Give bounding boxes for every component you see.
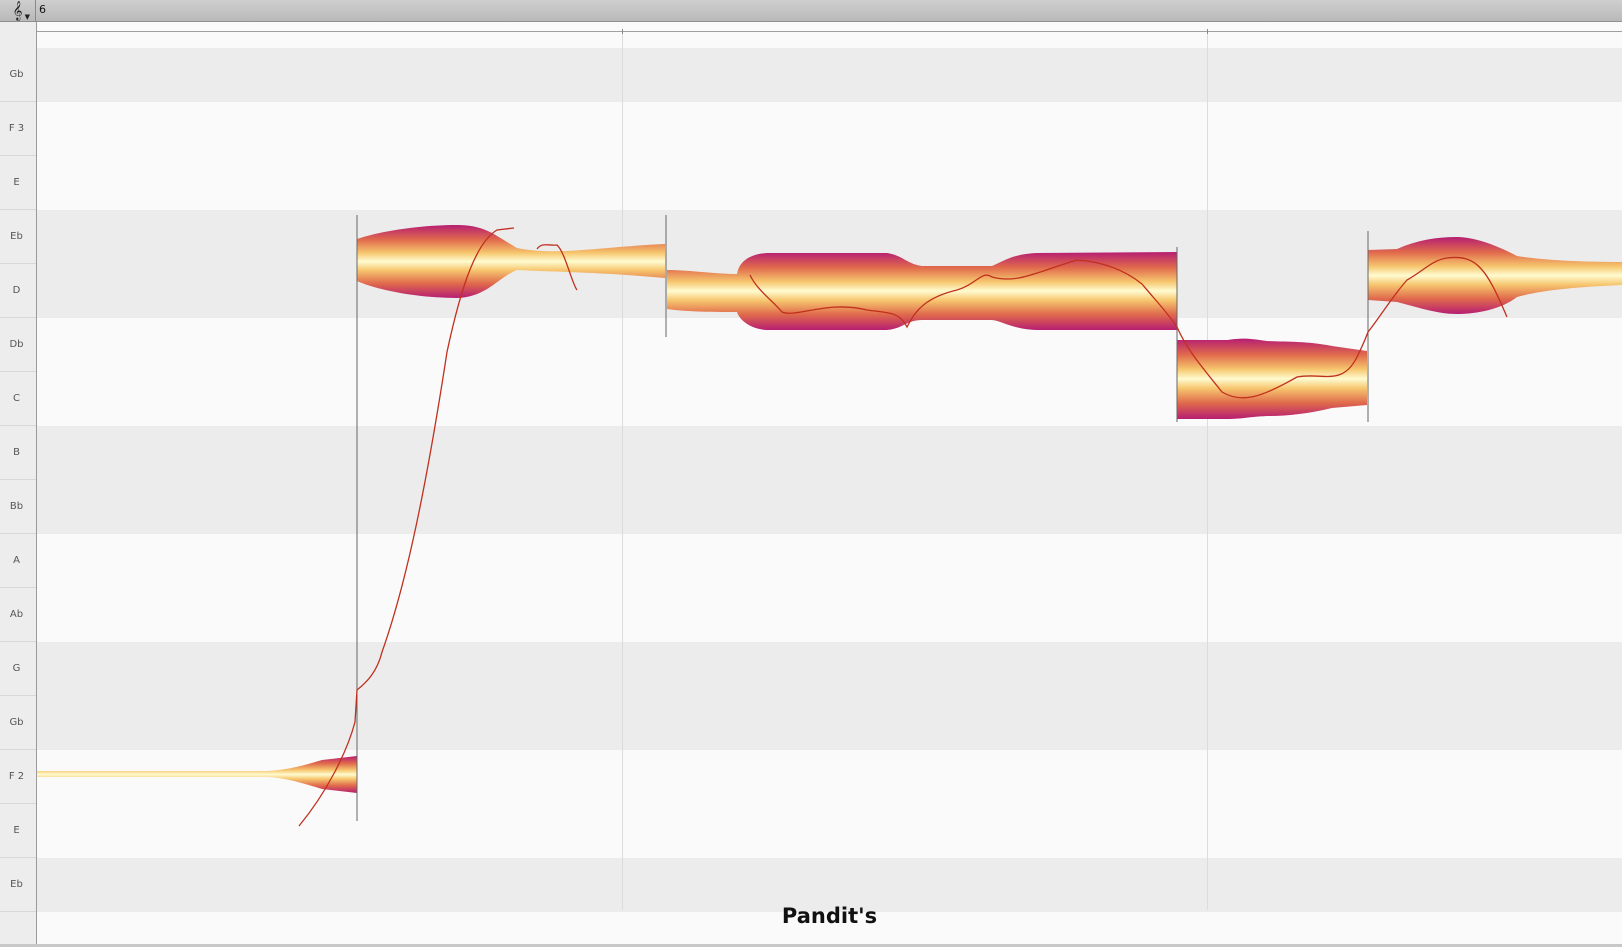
pitch-label: Db [9, 339, 24, 350]
pitch-ruler-key[interactable]: F 3 [0, 102, 36, 156]
pitch-ruler-key[interactable]: G [0, 642, 36, 696]
bottom-scroll-edge [0, 944, 1622, 947]
top-ruler-bar: 𝄞 ▼ 6 [0, 0, 1622, 22]
pitch-label: F 3 [8, 123, 25, 134]
pitch-ruler-key[interactable]: E [0, 156, 36, 210]
note-blob[interactable] [1177, 338, 1367, 419]
pitch-label: F 2 [8, 771, 25, 782]
bar-line [622, 30, 623, 910]
pitch-lane [37, 642, 1622, 696]
pitch-ruler-key[interactable]: F 2 [0, 750, 36, 804]
note-editor-canvas[interactable]: Pandit's [37, 22, 1622, 947]
pitch-lane [37, 696, 1622, 750]
pitch-lane [37, 102, 1622, 156]
pitch-ruler-key[interactable]: Bb [0, 480, 36, 534]
pitch-ruler-key[interactable]: D [0, 264, 36, 318]
pitch-ruler-key[interactable]: Gb [0, 48, 36, 102]
pitch-label: E [13, 177, 20, 188]
lyric-text[interactable]: Pandit's [781, 904, 878, 928]
pitch-label: Bb [9, 501, 24, 512]
pitch-ruler-key[interactable]: E [0, 804, 36, 858]
pitch-ruler-key[interactable]: C [0, 372, 36, 426]
pitch-label: A [13, 555, 20, 566]
pitch-ruler-key[interactable]: Eb [0, 858, 36, 912]
bar-number: 6 [39, 3, 46, 16]
pitch-lane [37, 480, 1622, 534]
pitch-label: D [12, 285, 21, 296]
pitch-ruler-key[interactable]: Db [0, 318, 36, 372]
timeline-ruler [37, 31, 1622, 32]
pitch-curve [298, 227, 515, 827]
pitch-label: Eb [10, 879, 23, 890]
pitch-label: Gb [9, 717, 24, 728]
pitch-lane [37, 588, 1622, 642]
pitch-ruler[interactable]: Gb F 3 E Eb D Db C B Bb A Ab G Gb F 2 E Eb [0, 22, 37, 947]
pitch-lane [37, 48, 1622, 102]
pitch-lane [37, 858, 1622, 912]
pitch-ruler-key[interactable]: Eb [0, 210, 36, 264]
pitch-ruler-key[interactable]: A [0, 534, 36, 588]
pitch-label: C [13, 393, 20, 404]
note-blob[interactable] [1368, 237, 1622, 314]
pitch-label: Gb [9, 69, 24, 80]
clef-button[interactable]: 𝄞 ▼ [0, 0, 36, 22]
pitch-lane [37, 534, 1622, 588]
note-blob[interactable] [37, 756, 357, 793]
note-blob[interactable] [357, 225, 665, 298]
note-blobs-layer [37, 215, 1622, 827]
treble-clef-icon: 𝄞 [12, 1, 23, 21]
pitch-label: G [12, 663, 21, 674]
pitch-label: Ab [9, 609, 24, 620]
pitch-ruler-key[interactable]: Ab [0, 588, 36, 642]
pitch-curve [749, 256, 1508, 399]
bar-tick [1207, 29, 1208, 34]
pitch-lane [37, 156, 1622, 210]
pitch-lane [37, 804, 1622, 858]
pitch-lane [37, 426, 1622, 480]
pitch-label: E [13, 825, 20, 836]
bar-tick [622, 29, 623, 34]
note-blob[interactable] [667, 252, 1177, 330]
pitch-ruler-key[interactable]: B [0, 426, 36, 480]
pitch-curve [536, 244, 578, 291]
chevron-down-icon: ▼ [24, 13, 30, 21]
bar-line [1207, 30, 1208, 910]
pitch-ruler-key[interactable]: Gb [0, 696, 36, 750]
pitch-label: Eb [10, 231, 23, 242]
pitch-label: B [13, 447, 20, 458]
